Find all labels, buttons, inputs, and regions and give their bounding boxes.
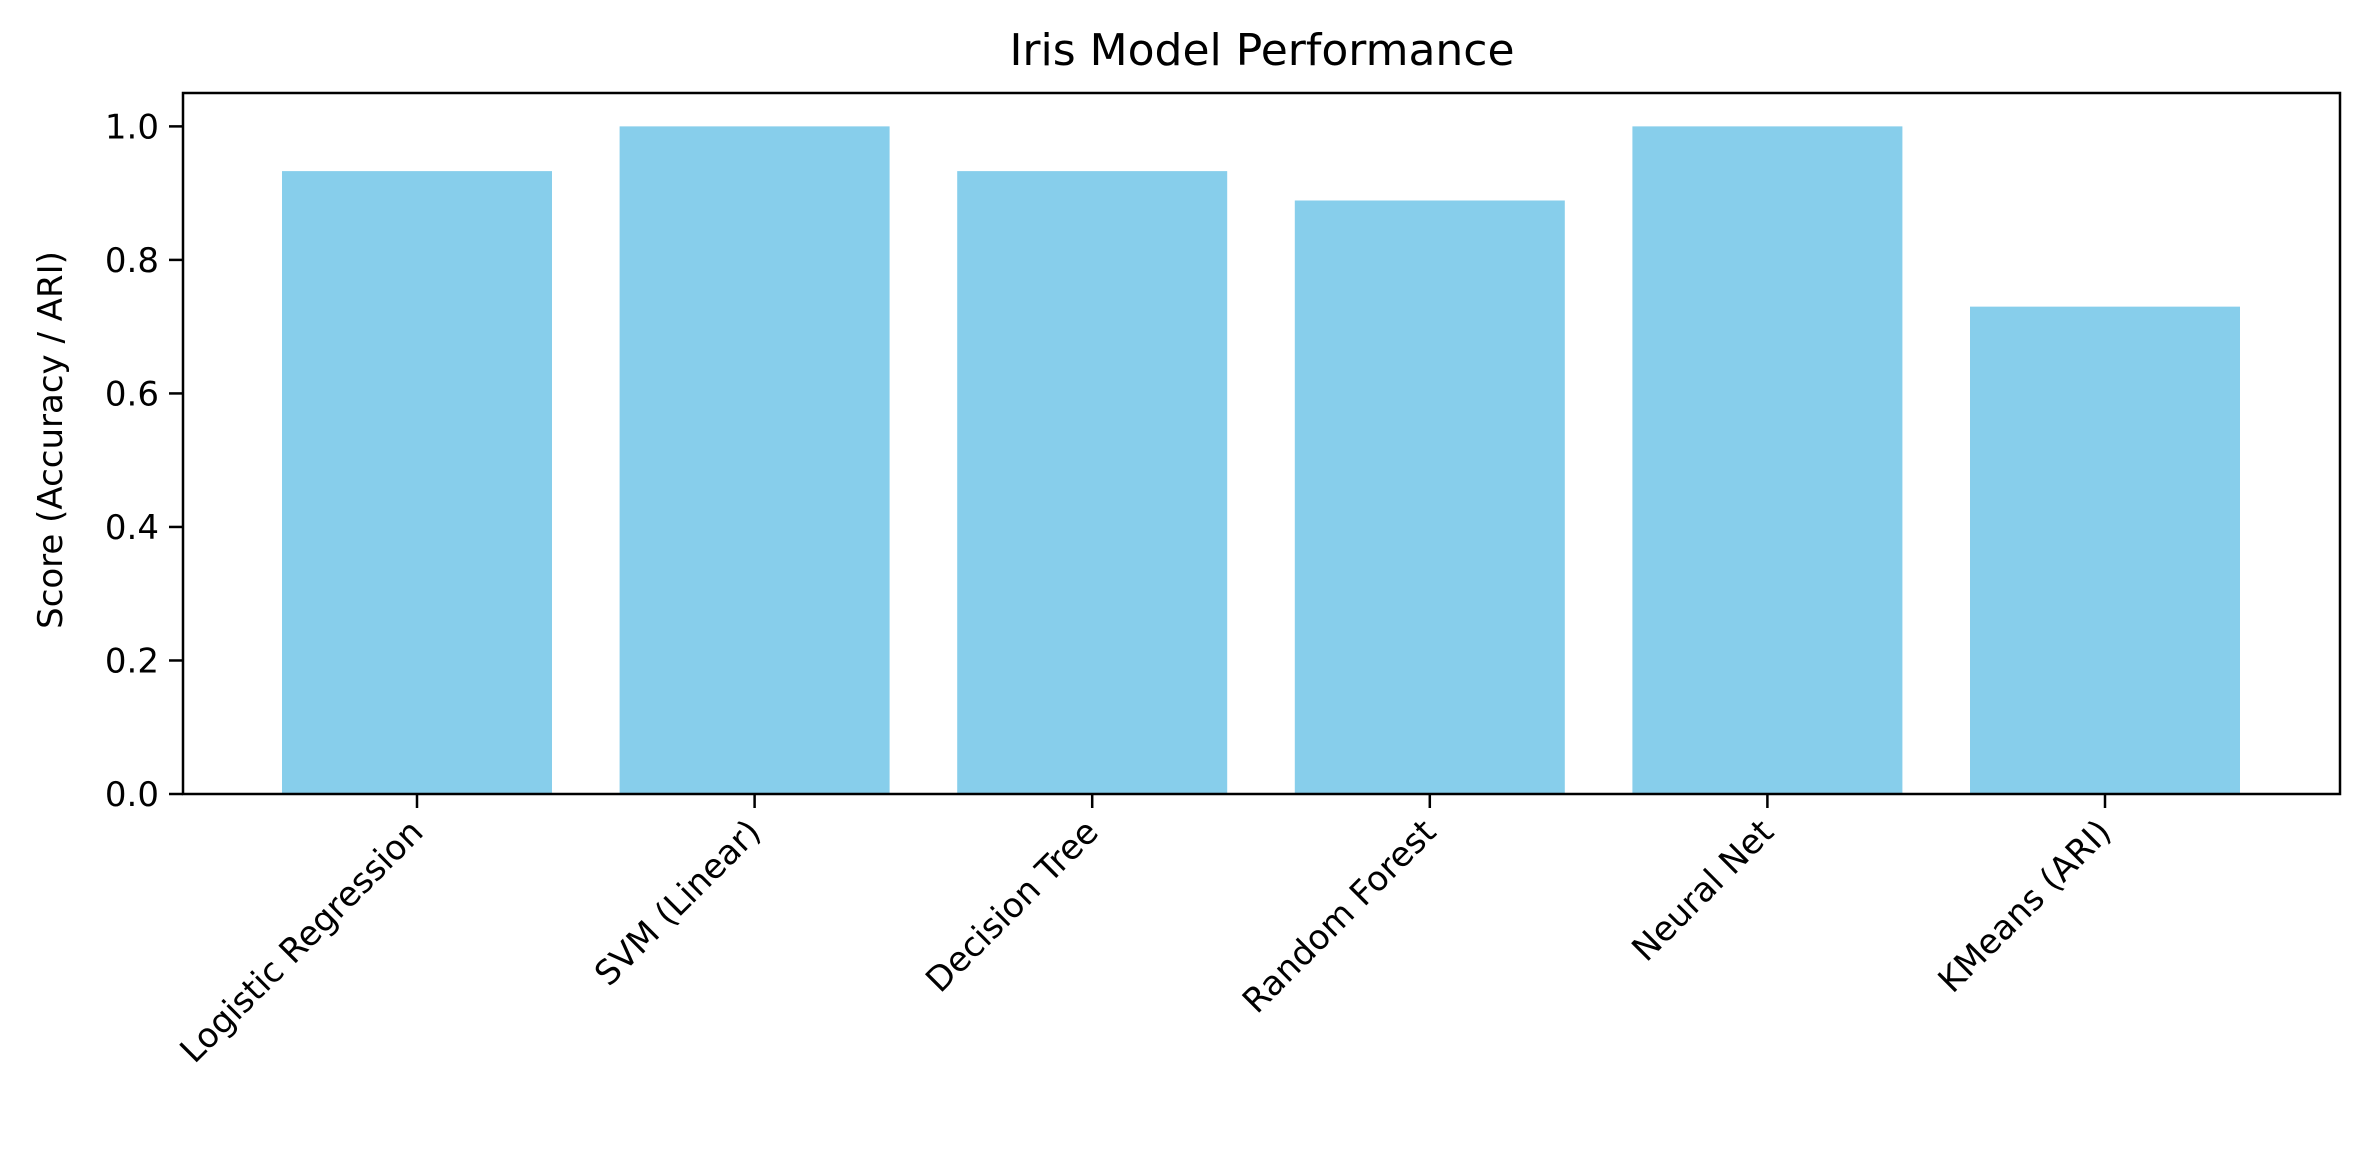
bar-3 bbox=[1294, 200, 1565, 794]
chart-title: Iris Model Performance bbox=[1009, 25, 1514, 76]
x-tick-label-4: Neural Net bbox=[1624, 812, 1781, 969]
x-tick-label-3: Random Forest bbox=[1235, 812, 1444, 1021]
bars-group bbox=[282, 126, 2240, 794]
bar-2 bbox=[957, 171, 1228, 794]
plot-frame bbox=[181, 91, 2342, 796]
x-tick-label-5: KMeans (ARI) bbox=[1931, 812, 2120, 1001]
y-tick-label-0: 0.0 bbox=[105, 775, 159, 815]
bar-4 bbox=[1632, 126, 1903, 794]
x-tick-label-2: Decision Tree bbox=[918, 812, 1106, 1000]
x-axis-ticks: Logistic Regression SVM (Linear) Decision … bbox=[172, 794, 2119, 1071]
x-tick-label-1: SVM (Linear) bbox=[587, 812, 769, 994]
y-tick-label-1: 0.2 bbox=[105, 641, 159, 681]
y-tick-label-4: 0.8 bbox=[105, 241, 159, 281]
y-axis-ticks: 0.0 0.2 0.4 0.6 0.8 1.0 bbox=[105, 107, 183, 815]
y-tick-label-5: 1.0 bbox=[105, 107, 159, 147]
bar-1 bbox=[619, 126, 890, 794]
y-tick-label-3: 0.6 bbox=[105, 374, 159, 414]
bar-0 bbox=[282, 171, 552, 794]
bar-5 bbox=[1970, 306, 2240, 794]
y-axis-label: Score (Accuracy / ARI) bbox=[31, 251, 71, 629]
y-tick-label-2: 0.4 bbox=[105, 508, 159, 548]
x-tick-label-0: Logistic Regression bbox=[172, 812, 431, 1071]
